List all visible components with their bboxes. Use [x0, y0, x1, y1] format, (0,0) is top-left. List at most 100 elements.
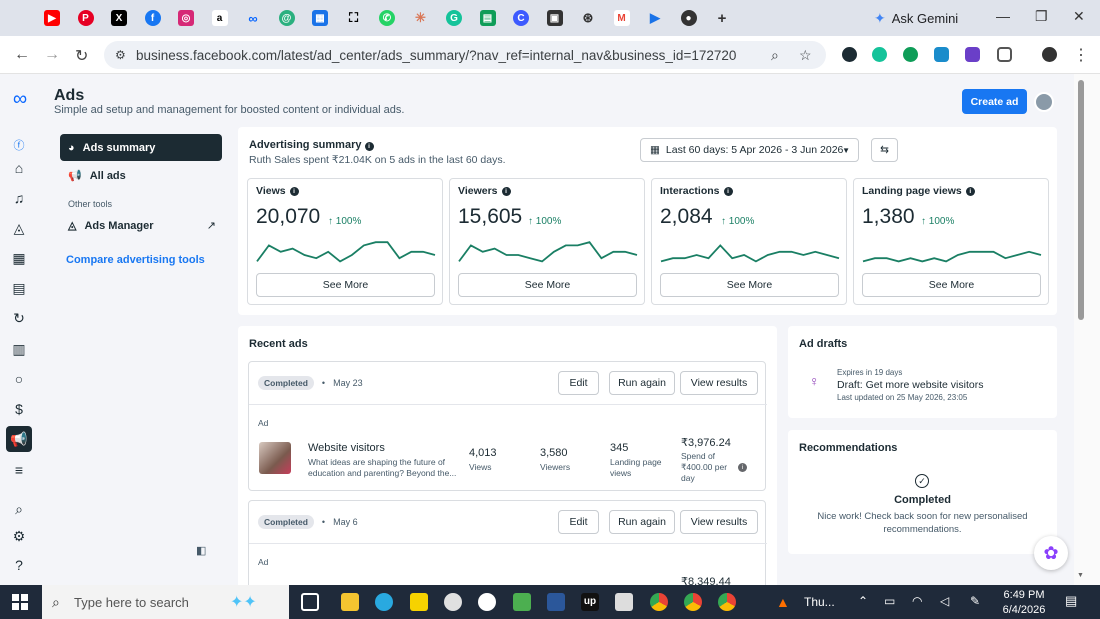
- calendar-grid-icon[interactable]: ▦: [12, 249, 26, 266]
- see-more-button[interactable]: See More: [256, 273, 435, 297]
- address-bar[interactable]: ⚙ business.facebook.com/latest/ad_center…: [104, 41, 826, 69]
- notifications-center-icon[interactable]: ▤: [1065, 593, 1078, 608]
- threads-icon[interactable]: @: [278, 10, 295, 26]
- wifi-icon[interactable]: ◠: [912, 594, 923, 608]
- info-icon[interactable]: i: [364, 142, 374, 151]
- whatsapp-icon[interactable]: ✆: [379, 10, 395, 26]
- screenshot-icon[interactable]: ⛶: [348, 10, 359, 25]
- x-icon[interactable]: X: [111, 10, 127, 26]
- taskbar-search[interactable]: ⌕ Type here to search ✦✦: [42, 585, 289, 619]
- meta-logo-icon[interactable]: ∞: [12, 87, 28, 110]
- notifications-icon[interactable]: ♫: [13, 190, 25, 206]
- edit-button[interactable]: Edit: [558, 371, 599, 395]
- page-scrollbar[interactable]: ▼: [1074, 74, 1100, 585]
- chrome-icon[interactable]: [718, 593, 736, 611]
- windows-start-icon[interactable]: [12, 594, 28, 610]
- back-icon[interactable]: ←: [14, 46, 30, 63]
- view-results-button[interactable]: View results: [680, 371, 758, 395]
- search-icon[interactable]: ⌕: [15, 500, 23, 517]
- reload-icon[interactable]: ↻: [75, 48, 89, 65]
- show-hidden-icons-icon[interactable]: ⌃: [858, 594, 869, 608]
- filter-settings-button[interactable]: ⇆: [871, 138, 898, 162]
- extension-green-icon[interactable]: [903, 47, 918, 62]
- restore-icon[interactable]: ❐: [1035, 8, 1048, 24]
- clock-time[interactable]: 6:49 PM: [1003, 589, 1045, 601]
- volume-icon[interactable]: ◁: [940, 594, 950, 608]
- extension-shield-icon[interactable]: [842, 47, 857, 62]
- notepad-icon[interactable]: [615, 593, 633, 611]
- clock-date[interactable]: 6/4/2026: [1002, 604, 1046, 616]
- sidebar-item-ads-summary[interactable]: ◕ Ads summary: [60, 134, 222, 161]
- chrome-icon[interactable]: [650, 593, 668, 611]
- image-icon[interactable]: ▣: [546, 10, 563, 26]
- weather-icon[interactable]: ▲: [776, 594, 790, 610]
- see-more-button[interactable]: See More: [660, 273, 839, 297]
- sidebar-item-all-ads[interactable]: 📢 All ads: [68, 169, 126, 183]
- file-explorer-icon[interactable]: [341, 593, 359, 611]
- extension-grid-icon[interactable]: [965, 47, 980, 62]
- sticky-notes-icon[interactable]: [410, 593, 428, 611]
- content-icon[interactable]: ▤: [12, 279, 26, 296]
- info-icon[interactable]: i: [738, 463, 747, 472]
- home-icon[interactable]: ⌂: [14, 160, 24, 176]
- upwork-icon[interactable]: up: [581, 593, 599, 611]
- sparkle-icon[interactable]: ✳: [415, 10, 426, 25]
- settings-icon[interactable]: ⚙: [12, 527, 26, 544]
- edit-button[interactable]: Edit: [558, 510, 599, 534]
- monetization-icon[interactable]: $: [15, 401, 23, 417]
- extensions-puzzle-icon[interactable]: [997, 47, 1012, 62]
- youtube-icon[interactable]: ▶: [44, 10, 60, 26]
- automation-icon[interactable]: ↻: [13, 309, 25, 326]
- all-tools-icon[interactable]: ≡: [14, 462, 24, 478]
- collapse-sidebar-icon[interactable]: ◧: [196, 545, 207, 557]
- ask-gemini-button[interactable]: ✦ Ask Gemini: [874, 6, 958, 30]
- scrollbar-thumb[interactable]: [1078, 80, 1084, 320]
- forward-icon[interactable]: →: [44, 46, 60, 63]
- task-view-icon[interactable]: [301, 593, 319, 611]
- scroll-down-icon[interactable]: ▼: [1077, 572, 1084, 579]
- zoom-icon[interactable]: ⌕: [771, 46, 779, 63]
- bookmark-star-icon[interactable]: ☆: [799, 46, 812, 63]
- compass-icon[interactable]: ◬: [13, 219, 25, 236]
- compare-tools-link[interactable]: Compare advertising tools: [66, 254, 205, 266]
- see-more-button[interactable]: See More: [458, 273, 637, 297]
- github-icon[interactable]: ●: [680, 10, 697, 26]
- sidebar-item-ads-manager[interactable]: ◬ Ads Manager ↗: [68, 219, 216, 233]
- ads-megaphone-icon[interactable]: 📢: [6, 426, 32, 452]
- view-results-button[interactable]: View results: [680, 510, 758, 534]
- minimize-icon[interactable]: —: [996, 8, 1010, 24]
- inbox-icon[interactable]: ○: [14, 371, 24, 387]
- amazon-icon[interactable]: a: [211, 10, 228, 26]
- site-info-icon[interactable]: ⚙: [115, 48, 126, 62]
- run-again-button[interactable]: Run again: [609, 510, 675, 534]
- ad-thumbnail[interactable]: [259, 442, 291, 474]
- chatgpt-icon[interactable]: C: [513, 10, 529, 26]
- sheets-icon[interactable]: ▤: [479, 10, 496, 26]
- play-icon[interactable]: ▶: [650, 10, 660, 25]
- date-range-picker[interactable]: ▦ Last 60 days: 5 Apr 2026 - 3 Jun 2026 …: [640, 138, 859, 162]
- see-more-button[interactable]: See More: [862, 273, 1041, 297]
- insights-icon[interactable]: ▥: [12, 340, 26, 357]
- extension-grammarly-icon[interactable]: [872, 47, 887, 62]
- close-icon[interactable]: ✕: [1073, 8, 1085, 24]
- assistant-icon[interactable]: ✿: [1034, 536, 1068, 570]
- paint-icon[interactable]: [444, 593, 462, 611]
- extension-blue-icon[interactable]: [934, 47, 949, 62]
- telegram-icon[interactable]: [375, 593, 393, 611]
- grammarly-icon[interactable]: G: [446, 10, 462, 26]
- facebook-page-icon[interactable]: ⓕ: [13, 140, 25, 152]
- chrome-icon[interactable]: [684, 593, 702, 611]
- new-tab-icon[interactable]: +: [717, 9, 727, 27]
- openai-icon[interactable]: ⊛: [582, 10, 594, 25]
- info-icon[interactable]: i: [501, 186, 511, 196]
- info-icon[interactable]: i: [289, 186, 299, 196]
- gmail-icon[interactable]: M: [613, 10, 630, 26]
- pen-icon[interactable]: ✎: [970, 594, 981, 608]
- create-ad-button[interactable]: Create ad: [962, 89, 1027, 114]
- battery-icon[interactable]: ▭: [884, 594, 896, 608]
- help-icon[interactable]: ?: [15, 557, 23, 573]
- weather-text[interactable]: Thu...: [804, 595, 835, 609]
- browser-menu-icon[interactable]: ⋮: [1073, 47, 1089, 64]
- pinterest-icon[interactable]: P: [77, 10, 94, 26]
- ad-name[interactable]: Website visitors: [308, 442, 385, 454]
